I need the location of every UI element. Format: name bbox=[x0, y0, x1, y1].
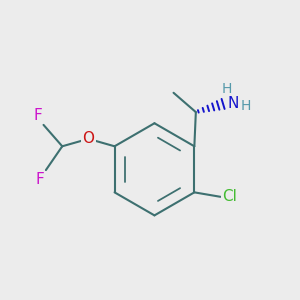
Text: N: N bbox=[227, 96, 238, 111]
Text: F: F bbox=[33, 107, 42, 122]
Text: H: H bbox=[241, 99, 251, 113]
Text: F: F bbox=[36, 172, 44, 188]
Text: Cl: Cl bbox=[222, 189, 237, 204]
Text: O: O bbox=[82, 131, 94, 146]
Text: H: H bbox=[222, 82, 232, 96]
